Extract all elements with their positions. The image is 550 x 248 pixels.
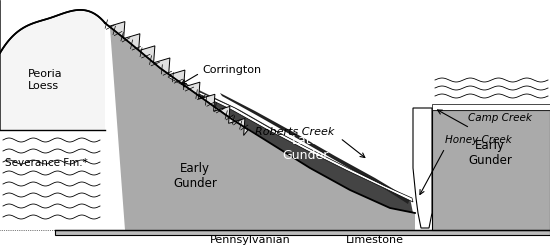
Text: Roberts Creek: Roberts Creek bbox=[255, 127, 335, 137]
Polygon shape bbox=[175, 78, 413, 213]
Text: Peoria
Loess: Peoria Loess bbox=[28, 69, 63, 91]
Text: Pennsylvanian: Pennsylvanian bbox=[210, 235, 290, 245]
Polygon shape bbox=[0, 0, 105, 130]
Text: Early
Gunder: Early Gunder bbox=[468, 139, 512, 167]
Polygon shape bbox=[0, 0, 105, 53]
Polygon shape bbox=[168, 76, 413, 202]
Text: Early
Gunder: Early Gunder bbox=[173, 162, 217, 190]
Polygon shape bbox=[220, 93, 410, 204]
Polygon shape bbox=[413, 108, 432, 228]
Polygon shape bbox=[432, 110, 550, 230]
Polygon shape bbox=[432, 104, 550, 110]
Polygon shape bbox=[105, 22, 248, 135]
Text: Severance Fm.*: Severance Fm.* bbox=[5, 158, 88, 168]
Polygon shape bbox=[55, 230, 550, 235]
Polygon shape bbox=[105, 23, 415, 230]
Text: Camp Creek: Camp Creek bbox=[468, 113, 532, 123]
Text: Honey Creek: Honey Creek bbox=[445, 135, 512, 145]
Text: Late
Gunder: Late Gunder bbox=[282, 134, 328, 162]
Text: Corrington: Corrington bbox=[202, 65, 261, 75]
Text: Limestone: Limestone bbox=[346, 235, 404, 245]
